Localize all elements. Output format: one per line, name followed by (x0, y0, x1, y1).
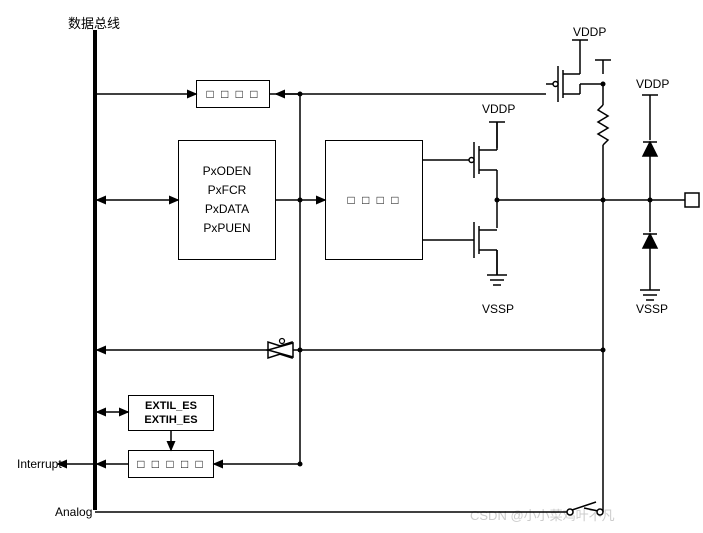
diode-bot-icon (643, 234, 657, 248)
vddp-label-1: VDDP (573, 25, 606, 39)
open-drain-box: □ □ □ □ (196, 80, 270, 108)
data-bus (93, 30, 97, 510)
wiring-overlay (0, 0, 703, 533)
diode-top-icon (643, 142, 657, 156)
resistor-icon (598, 105, 608, 145)
vddp-label-3: VDDP (636, 77, 669, 91)
vssp-label-1: VSSP (482, 302, 514, 316)
pmos-pullup-icon (546, 40, 588, 102)
input-buffer-icon (267, 342, 293, 358)
register-box: PxODEN PxFCR PxDATA PxPUEN (178, 140, 276, 260)
driver-box: □ □ □ □ (325, 140, 423, 260)
io-pad-icon (685, 193, 699, 207)
vddp-label-2: VDDP (482, 102, 515, 116)
analog-label: Analog (55, 505, 92, 519)
exti-box: EXTIL_ES EXTIH_ES (128, 395, 214, 431)
interrupt-box: □ □ □ □ □ (128, 450, 214, 478)
interrupt-label: Interrupt (17, 457, 62, 471)
watermark: CSDN @小小菜鸡叶不凡 (470, 505, 615, 524)
nmos-driver-icon (460, 222, 507, 285)
pmos-driver-icon (460, 122, 505, 178)
diagram-canvas: 数据总线 PxODEN PxFCR PxDATA PxPUEN □ □ □ □ … (0, 0, 703, 533)
vssp-label-2: VSSP (636, 302, 668, 316)
